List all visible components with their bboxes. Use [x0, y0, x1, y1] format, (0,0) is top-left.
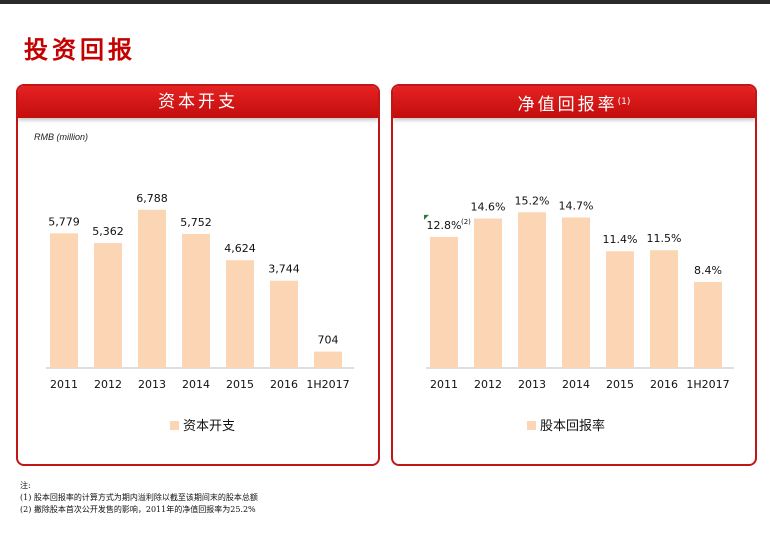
- roe-value-label: 12.8%: [427, 219, 462, 232]
- capex-panel-title: 资本开支: [158, 92, 238, 112]
- capex-tick-label: 1H2017: [306, 378, 349, 391]
- footnote-heading: 注:: [20, 481, 31, 490]
- roe-chart: 12.8% (2) 2011 14.6% 2012 15.2% 2013 14.7% 2014 1…: [424, 194, 734, 391]
- roe-bar: [562, 217, 590, 368]
- roe-tick-label: 2014: [562, 378, 590, 391]
- capex-bar: [182, 233, 210, 368]
- footnote-1: (1) 股本回报率的计算方式为期内溢利除以截至该期间末的股本总额: [20, 493, 258, 502]
- roe-tick-label: 2012: [474, 378, 502, 391]
- capex-tick-label: 2015: [226, 378, 254, 391]
- capex-value-label: 704: [318, 334, 339, 347]
- capex-chart: 5,779 2011 5,362 2012 6,788 2013 5,752 2014 4,62…: [46, 192, 354, 391]
- roe-tick-label: 1H2017: [686, 378, 729, 391]
- top-border: [0, 0, 770, 4]
- roe-panel-header: 净值回报率(1): [393, 86, 755, 118]
- roe-tick-label: 2016: [650, 378, 678, 391]
- legend-swatch: [170, 421, 179, 430]
- capex-bar: [314, 351, 342, 368]
- roe-tick-label: 2011: [430, 378, 458, 391]
- roe-comment-marker: [424, 214, 429, 220]
- capex-value-label: 4,624: [224, 242, 256, 255]
- capex-value-label: 5,752: [180, 216, 212, 229]
- capex-bar: [50, 233, 78, 368]
- roe-value-label: 15.2%: [515, 194, 550, 207]
- roe-value-label: 14.6%: [471, 200, 506, 213]
- capex-value-label: 5,362: [92, 225, 124, 238]
- roe-bar: [650, 250, 678, 368]
- roe-value-label: 11.5%: [647, 232, 682, 245]
- page-title: 投资回报: [24, 36, 136, 64]
- capex-legend-label: 资本开支: [183, 419, 236, 434]
- capex-panel: 5,779 2011 5,362 2012 6,788 2013 5,752 2014 4,62…: [16, 84, 380, 466]
- capex-bar: [138, 209, 166, 368]
- capex-value-label: 3,744: [268, 263, 300, 276]
- roe-value-label: 8.4%: [694, 264, 722, 277]
- capex-tick-label: 2016: [270, 378, 298, 391]
- roe-legend-label: 股本回报率: [540, 419, 606, 434]
- roe-bar: [430, 236, 458, 368]
- capex-value-label: 6,788: [136, 192, 168, 205]
- legend-swatch: [527, 421, 536, 430]
- roe-legend: 股本回报率: [527, 415, 605, 434]
- capex-legend: 资本开支: [170, 415, 235, 434]
- capex-bar: [226, 260, 254, 368]
- roe-panel: 12.8% (2) 2011 14.6% 2012 15.2% 2013 14.7% 2014 1…: [391, 84, 757, 466]
- roe-value-label: 11.4%: [603, 233, 638, 246]
- roe-bar: [474, 218, 502, 368]
- capex-bar: [94, 243, 122, 368]
- roe-bar: [694, 281, 722, 368]
- roe-bar: [606, 251, 634, 368]
- capex-panel-header: 资本开支: [18, 86, 378, 118]
- roe-tick-label: 2013: [518, 378, 546, 391]
- roe-value-label: 14.7%: [559, 199, 594, 212]
- roe-tick-label: 2015: [606, 378, 634, 391]
- capex-value-label: 5,779: [48, 215, 80, 228]
- roe-bar: [518, 212, 546, 368]
- capex-tick-label: 2011: [50, 378, 78, 391]
- capex-tick-label: 2014: [182, 378, 210, 391]
- capex-tick-label: 2013: [138, 378, 166, 391]
- capex-unit-label: RMB (million): [34, 132, 88, 142]
- roe-panel-title: 净值回报率: [517, 95, 618, 115]
- footnotes: 注: (1) 股本回报率的计算方式为期内溢利除以截至该期间末的股本总额 (2) …: [20, 480, 258, 516]
- roe-title-footnote-marker: (1): [617, 97, 631, 107]
- footnote-2: (2) 撇除股本首次公开发售的影响，2011年的净值回报率为25.2%: [20, 505, 256, 514]
- capex-tick-label: 2012: [94, 378, 122, 391]
- roe-value-footnote: (2): [461, 218, 471, 226]
- capex-bar: [270, 280, 298, 368]
